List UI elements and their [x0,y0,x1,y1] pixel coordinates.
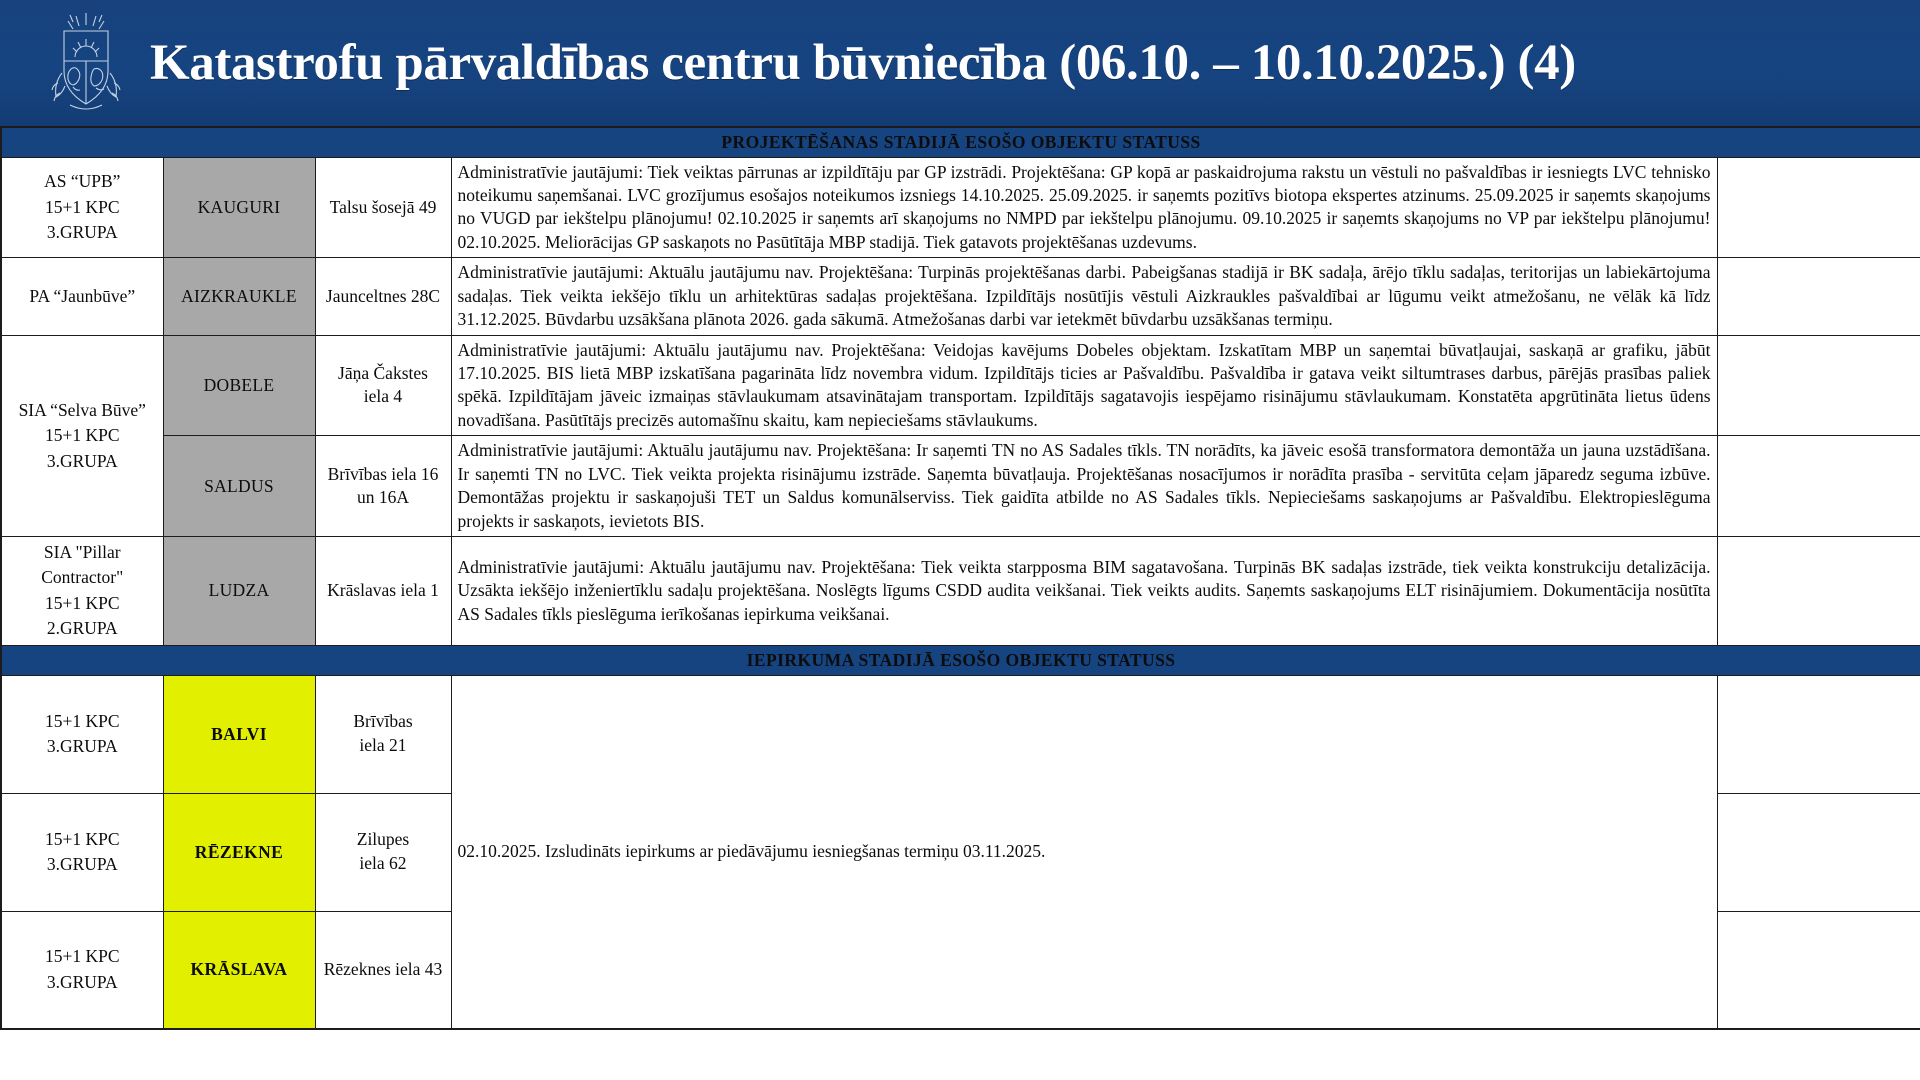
address-line: Brīvības iela 16 [327,463,439,484]
table-row: SIA “Selva Būve” 15+1 KPC 3.GRUPA DOBELE… [0,334,1920,538]
address-line: un 16A [356,487,409,508]
extra-cell [1716,792,1920,912]
contractor-line: AS “UPB” [44,171,121,192]
address-cell: Rēzeknes iela 43 [314,910,452,1030]
city-cell-ludza: LUDZA [162,536,316,646]
city-cell-dobele: DOBELE [162,334,316,437]
address-line: iela 62 [359,853,407,874]
contractor-line: 15+1 KPC [44,196,120,217]
extra-cell [1716,334,1920,437]
address-cell: Brīvības iela 16 un 16A [314,435,452,538]
contractor-cell: SIA “Selva Būve” 15+1 KPC 3.GRUPA [0,334,164,538]
section-header-row-procurement: IEPIRKUMA STADIJĀ ESOŠO OBJEKTU STATUSS [0,644,1920,676]
contractor-line: SIA “Selva Būve” [18,399,146,420]
table-row: SALDUS Brīvības iela 16 un 16A Administr… [1,435,1920,538]
extra-cell [1716,435,1920,538]
extra-cell [1716,257,1920,336]
contractor-line: 15+1 KPC 3.GRUPA [44,946,120,992]
status-cell-aizkraukle: Administratīvie jautājumi: Aktuālu jautā… [450,257,1718,336]
section-title-procurement: IEPIRKUMA STADIJĀ ESOŠO OBJEKTU STATUSS [0,644,1920,676]
contractor-line: 15+1 KPC 3.GRUPA [44,828,120,875]
table-row: 15+1 KPC 3.GRUPA RĒZEKNE Zilupes iela 62 [0,792,1920,912]
city-cell-balvi: BALVI [162,674,316,794]
extra-cell [1716,156,1920,259]
table-row: 15+1 KPC 3.GRUPA BALVI Brīvības iela 21 … [0,674,1920,1030]
extra-cell [1716,536,1920,646]
address-line: Brīvības [353,711,413,732]
contractor-line: PA “Jaunbūve” [29,285,136,306]
contractor-cell: 15+1 KPC 3.GRUPA [0,674,164,794]
contractor-line: 2.GRUPA [46,618,118,639]
section-header-row-design: PROJEKTĒŠANAS STADIJĀ ESOŠO OBJEKTU STAT… [0,126,1920,158]
table-row: 15+1 KPC 3.GRUPA KRĀSLAVA Rēzeknes iela … [0,910,1920,1030]
contractor-cell: 15+1 KPC 3.GRUPA [0,792,164,912]
status-cell-procurement-merged: 02.10.2025. Izsludināts iepirkums ar pie… [450,674,1718,1030]
contractor-line: 15+1 KPC 3.GRUPA [44,710,120,757]
address-line: Jaunceltnes 28C [325,285,441,306]
status-cell-kauguri: Administratīvie jautājumi: Tiek veiktas … [450,156,1718,259]
address-cell: Krāslavas iela 1 [314,536,452,646]
contractor-line: 3.GRUPA [46,450,118,471]
address-cell: Jāņa Čakstes iela 4 [314,334,452,437]
latvia-coat-of-arms-icon [51,13,121,110]
address-line: Krāslavas iela 1 [327,580,439,600]
contractor-cell: 15+1 KPC 3.GRUPA [0,910,164,1030]
address-line: iela 4 [363,386,403,407]
section-title-design: PROJEKTĒŠANAS STADIJĀ ESOŠO OBJEKTU STAT… [0,126,1920,158]
objects-status-table: PROJEKTĒŠANAS STADIJĀ ESOŠO OBJEKTU STAT… [0,126,1920,1031]
city-cell-kauguri: KAUGURI [162,156,316,259]
extra-cell [1716,674,1920,794]
city-cell-rezekne: RĒZEKNE [162,792,316,912]
contractor-cell: PA “Jaunbūve” [0,257,164,336]
status-cell-dobele: Administratīvie jautājumi: Aktuālu jautā… [450,334,1718,437]
address-line: Jāņa Čakstes [338,362,428,383]
city-cell-saldus: SALDUS [162,435,316,538]
status-cell-ludza: Administratīvie jautājumi: Aktuālu jautā… [450,536,1718,646]
city-cell-kraslava: KRĀSLAVA [162,910,316,1030]
table-row: AS “UPB” 15+1 KPC 3.GRUPA KAUGURI Talsu … [0,156,1920,259]
table-row: SIA "Pillar Contractor" 15+1 KPC 2.GRUPA… [0,536,1920,646]
address-cell: Talsu šosejā 49 [314,156,452,259]
contractor-cell: SIA "Pillar Contractor" 15+1 KPC 2.GRUPA [0,536,164,646]
city-cell-aizkraukle: AIZKRAUKLE [162,257,316,336]
contractor-line: Contractor" [41,567,124,588]
address-line: Rēzeknes iela 43 [323,959,443,979]
address-line: iela 21 [359,735,407,756]
contractor-line: 3.GRUPA [46,222,118,243]
page-title: Katastrofu pārvaldības centru būvniecība… [150,34,1576,91]
address-line: Talsu šosejā 49 [329,196,437,217]
address-cell: Brīvības iela 21 [314,674,452,794]
address-cell: Jaunceltnes 28C [314,257,452,336]
contractor-line: 15+1 KPC [44,425,120,446]
contractor-line: SIA "Pillar [43,542,121,563]
contractor-line: 15+1 KPC [44,592,120,613]
contractor-cell: AS “UPB” 15+1 KPC 3.GRUPA [0,156,164,259]
page-header: Katastrofu pārvaldības centru būvniecība… [0,0,1920,126]
extra-cell [1716,910,1920,1030]
address-cell: Zilupes iela 62 [314,792,452,912]
address-line: Zilupes [356,829,410,850]
table-row: PA “Jaunbūve” AIZKRAUKLE Jaunceltnes 28C… [0,257,1920,336]
status-cell-saldus: Administratīvie jautājumi: Aktuālu jautā… [450,435,1718,538]
